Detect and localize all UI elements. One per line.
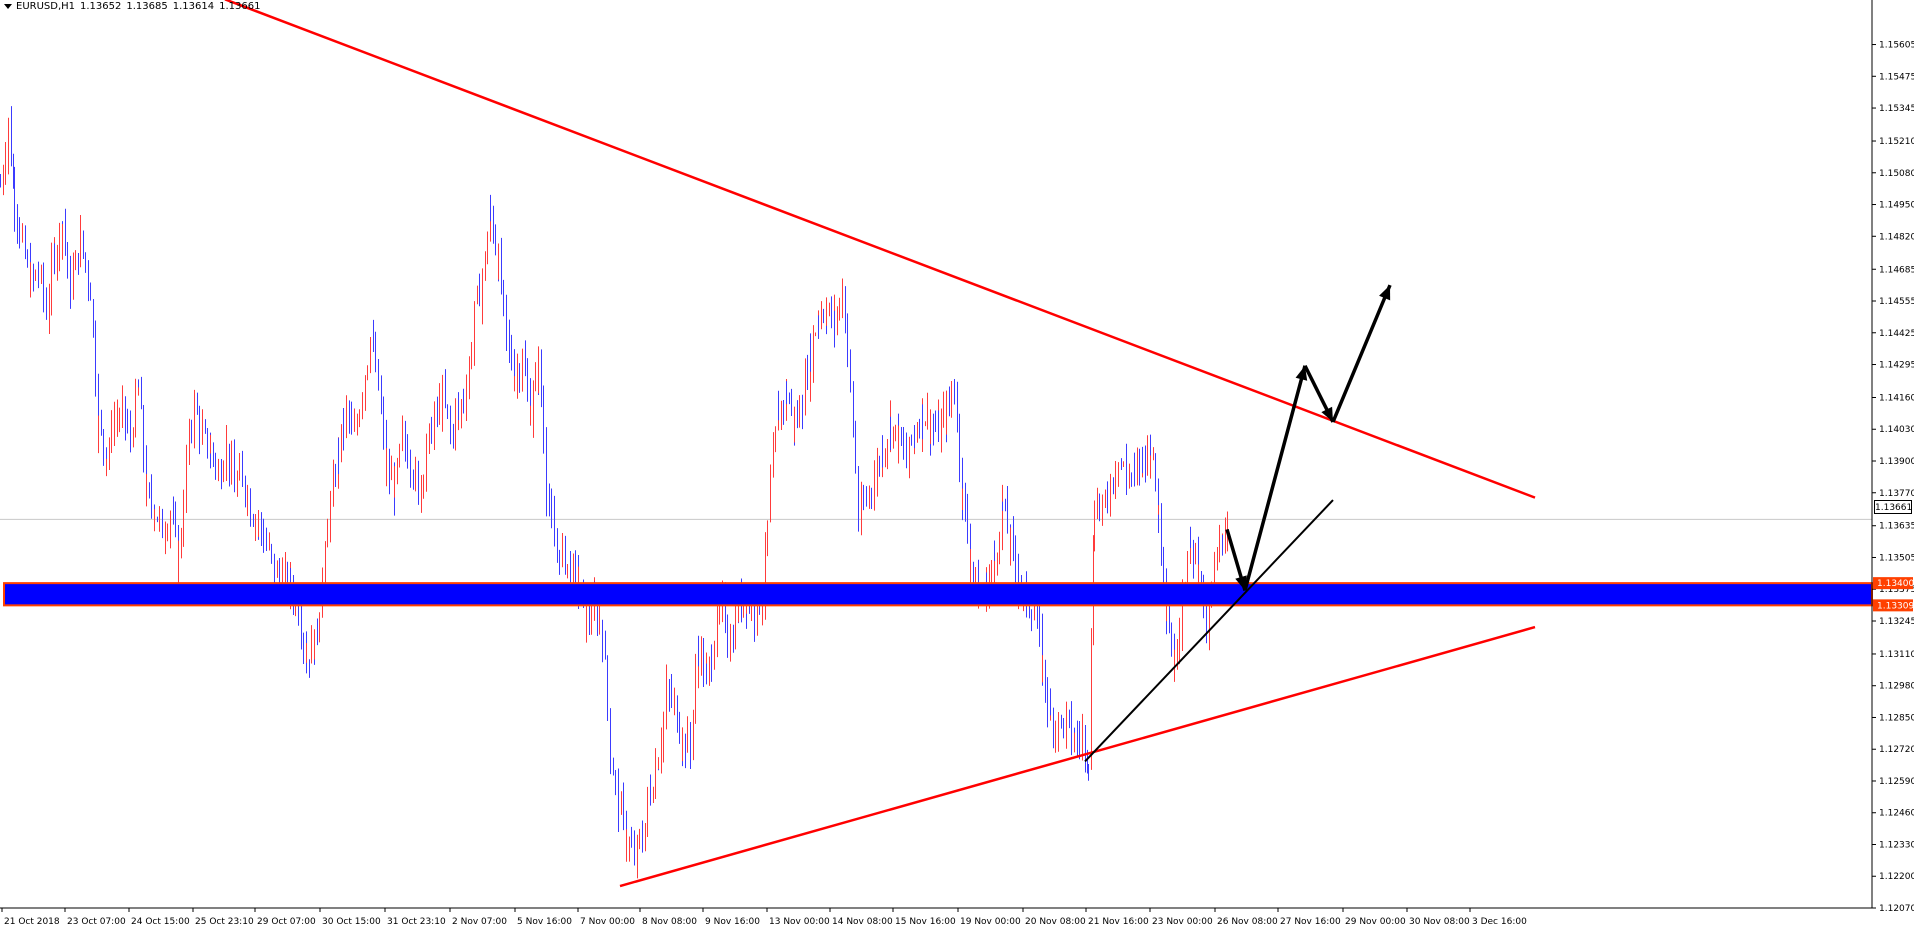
price-axis-layer: 1.15605 1.15475 1.15345 1.15210 1.15080 1.149… [1871,0,1914,914]
price-tick-label: 1.14425 [1879,329,1914,339]
price-tick-label: 1.13245 [1879,617,1914,627]
price-tick-label: 1.14950 [1879,201,1914,211]
price-tick-label: 1.12330 [1879,840,1914,850]
arrowhead [1235,575,1247,591]
close-price: 1.13661 [219,1,261,12]
time-tick-label: 3 Dec 16:00 [1472,917,1527,927]
time-tick-label: 9 Nov 16:00 [705,917,760,927]
time-tick-label: 8 Nov 08:00 [642,917,697,927]
time-tick-label: 25 Oct 23:10 [195,917,254,927]
time-tick-label: 27 Nov 16:00 [1280,917,1341,927]
price-tick-label: 1.14820 [1879,232,1914,242]
time-tick-label: 23 Oct 07:00 [67,917,126,927]
price-tick-label: 1.15080 [1879,169,1914,179]
time-tick-label: 23 Nov 00:00 [1152,917,1213,927]
arrowhead [1379,285,1391,301]
arrowhead [1295,365,1308,381]
projection-segment [1331,284,1392,423]
current-price-tag: 1.13661 [1874,500,1912,514]
resistance-zone-layer [3,582,1873,607]
time-tick-label: 5 Nov 16:00 [517,917,572,927]
time-tick-label: 24 Oct 15:00 [131,917,190,927]
zone-price-tag-label: 1.13400 [1877,579,1914,589]
candles-layer [0,106,1872,879]
trendlines-layer [224,0,1536,888]
price-tick-label: 1.12460 [1879,809,1914,819]
time-tick-label: 13 Nov 00:00 [769,917,830,927]
price-tick-label: 1.13900 [1879,457,1914,467]
symbol-label: EURUSD,H1 [16,1,76,12]
zone-price-tag [1873,599,1913,612]
price-tick-label: 1.13505 [1879,553,1914,563]
time-tick-label: 31 Oct 23:10 [387,917,446,927]
price-tick-label: 1.13770 [1879,489,1914,499]
high-price: 1.13685 [126,1,168,12]
price-tick-label: 1.13635 [1879,522,1914,532]
price-tick-label: 1.12980 [1879,682,1914,692]
time-tick-label: 30 Oct 15:00 [322,917,381,927]
time-tick-label: 26 Nov 08:00 [1217,917,1278,927]
projection-segment [1243,365,1307,591]
price-tick-label: 1.14030 [1879,425,1914,435]
time-axis-layer: 21 Oct 2018 23 Oct 07:00 24 Oct 15:00 25 Oc… [0,907,1872,927]
zone-price-tag [1873,577,1913,590]
price-tick-label: 1.12200 [1879,872,1914,882]
time-tick-label: 30 Nov 08:00 [1409,917,1470,927]
resistance-zone [3,582,1873,607]
low-price: 1.13614 [172,1,215,12]
time-tick-label: 20 Nov 08:00 [1025,917,1086,927]
time-tick-label: 21 Nov 16:00 [1088,917,1149,927]
price-tick-label: 1.12850 [1879,713,1914,723]
price-tick-label: 1.15210 [1879,137,1914,147]
time-tick-label: 7 Nov 00:00 [580,917,635,927]
open-price: 1.13652 [80,1,122,12]
price-tick-label: 1.14555 [1879,297,1914,307]
time-tick-label: 15 Nov 16:00 [895,917,956,927]
price-tick-label: 1.15475 [1879,72,1914,82]
price-tick-label: 1.15345 [1879,104,1914,114]
time-tick-label: 21 Oct 2018 [4,917,60,927]
time-tick-label: 2 Nov 07:00 [452,917,507,927]
price-tick-label: 1.12070 [1879,904,1914,914]
time-tick-label: 14 Nov 08:00 [832,917,893,927]
arrowhead [1321,406,1333,422]
time-tick-label: 29 Oct 07:00 [257,917,316,927]
time-tick-label: 29 Nov 00:00 [1345,917,1406,927]
price-tick-label: 1.13375 [1879,585,1914,595]
trendline [619,625,1536,888]
price-tick-label: 1.13110 [1879,650,1914,660]
time-tick-label: 19 Nov 00:00 [960,917,1021,927]
chevron-down-icon[interactable] [4,3,12,9]
price-tick-label: 1.12590 [1879,777,1914,787]
trendline [1084,499,1334,763]
price-tick-label: 1.12720 [1879,745,1914,755]
trendline [224,0,1536,499]
price-tick-label: 1.14160 [1879,393,1914,403]
price-tick-label: 1.14685 [1879,265,1914,275]
price-tick-label: 1.14295 [1879,361,1914,371]
symbol-header: EURUSD,H1 1.13652 1.13685 1.13614 1.13661 [4,1,265,12]
price-tick-label: 1.15605 [1879,41,1914,51]
zone-price-tag-label: 1.13309 [1877,601,1914,611]
